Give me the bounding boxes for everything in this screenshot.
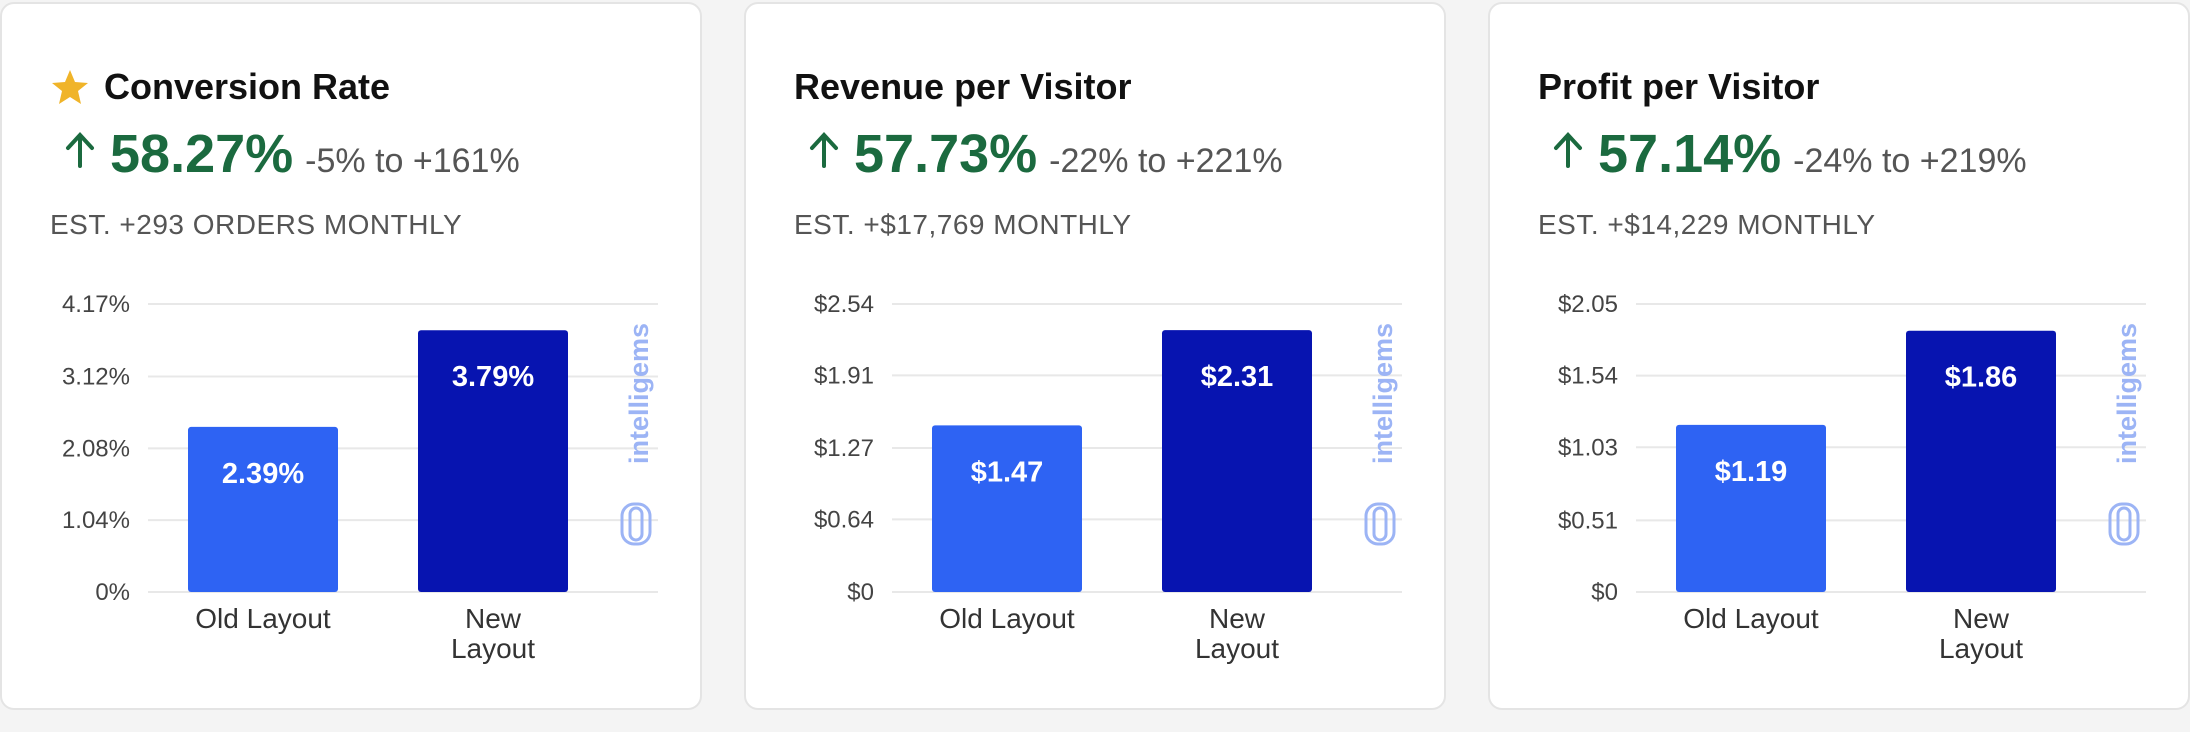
chart: Profit per Visitor 57.14% -24% to +219% EST…	[1538, 66, 2146, 664]
value-label: $2.31	[1201, 361, 1274, 393]
x-label-box: New Layout	[1938, 604, 2024, 664]
estimate: EST. +293 ORDERS MONTHLY	[50, 209, 462, 240]
x-tick-label: Old Layout	[195, 604, 331, 634]
estimate: EST. +$14,229 MONTHLY	[1538, 209, 1876, 240]
card-title: Revenue per Visitor	[794, 66, 1131, 107]
y-tick-label: 2.08%	[62, 435, 130, 462]
x-label-box: New Layout	[1194, 604, 1280, 664]
value-label: $1.19	[1715, 456, 1788, 488]
y-tick-label: $1.03	[1558, 434, 1618, 461]
bar	[188, 426, 338, 592]
bar	[418, 330, 568, 592]
card-title: Profit per Visitor	[1538, 66, 1819, 107]
watermark-text: intelligems	[2112, 323, 2142, 464]
bar	[1906, 330, 2056, 592]
x-label-box: New Layout	[450, 604, 536, 664]
watermark-logo-inner	[628, 506, 644, 542]
watermark: intelligems	[624, 323, 654, 464]
lift-value: 58.27%	[110, 124, 293, 184]
lift-range: -5% to +161%	[305, 142, 520, 180]
y-tick-label: 3.12%	[62, 364, 130, 391]
lift-value: 57.14%	[1598, 124, 1781, 184]
y-tick-label: $1.91	[814, 362, 874, 389]
x-tick-label: New Layout	[1938, 604, 2024, 664]
up-arrow	[810, 132, 838, 168]
bar	[1676, 424, 1826, 592]
x-tick-label: Old Layout	[939, 604, 1075, 634]
y-tick-label: 1.04%	[62, 507, 130, 534]
x-label-box: Old Layout	[1683, 604, 1819, 634]
card-title: Conversion Rate	[104, 66, 390, 107]
bar	[932, 425, 1082, 592]
x-tick-label: Old Layout	[1683, 604, 1819, 634]
metric-card: Conversion Rate 58.27% -5% to +161% EST. +2…	[0, 2, 702, 710]
headline: 57.73% -22% to +221%	[854, 124, 1283, 184]
watermark-logo	[620, 502, 652, 546]
y-tick-label: 4.17%	[62, 291, 130, 318]
y-tick-label: $0.51	[1558, 507, 1618, 534]
watermark-logo	[1364, 502, 1396, 546]
metric-card: Revenue per Visitor 57.73% -22% to +221% ES…	[744, 2, 1446, 710]
value-label: 2.39%	[222, 458, 304, 490]
y-tick-label: $0	[847, 579, 874, 606]
watermark-text: intelligems	[1368, 323, 1398, 464]
y-tick-label: $0.64	[814, 506, 874, 533]
estimate: EST. +$17,769 MONTHLY	[794, 209, 1132, 240]
value-label: $1.86	[1945, 362, 2018, 394]
watermark-logo	[2108, 502, 2140, 546]
headline: 58.27% -5% to +161%	[110, 124, 520, 184]
star-icon	[52, 70, 88, 104]
lift-value: 57.73%	[854, 124, 1037, 184]
chart: Revenue per Visitor 57.73% -22% to +221% ES…	[794, 66, 1402, 664]
lift-range: -22% to +221%	[1049, 142, 1282, 180]
metric-card: Profit per Visitor 57.14% -24% to +219% EST…	[1488, 2, 2190, 710]
watermark-text: intelligems	[624, 323, 654, 464]
lift-range: -24% to +219%	[1793, 142, 2026, 180]
y-tick-label: $1.27	[814, 435, 874, 462]
y-tick-label: $0	[1591, 579, 1618, 606]
x-label-box: Old Layout	[195, 604, 331, 634]
watermark-logo-inner	[2116, 506, 2132, 542]
value-label: $1.47	[971, 456, 1044, 488]
headline: 57.14% -24% to +219%	[1598, 124, 2027, 184]
value-label: 3.79%	[452, 361, 534, 393]
y-tick-label: $2.05	[1558, 291, 1618, 318]
watermark: intelligems	[2112, 323, 2142, 464]
chart: Conversion Rate 58.27% -5% to +161% EST. +2…	[50, 66, 658, 664]
y-tick-label: $2.54	[814, 291, 874, 318]
bar	[1162, 330, 1312, 592]
watermark: intelligems	[1368, 323, 1398, 464]
watermark-logo-inner	[1372, 506, 1388, 542]
y-tick-label: 0%	[95, 579, 130, 606]
x-tick-label: New Layout	[1194, 604, 1280, 664]
up-arrow	[1554, 132, 1582, 168]
x-label-box: Old Layout	[939, 604, 1075, 634]
y-tick-label: $1.54	[1558, 363, 1618, 390]
x-tick-label: New Layout	[450, 604, 536, 664]
up-arrow	[66, 132, 94, 168]
